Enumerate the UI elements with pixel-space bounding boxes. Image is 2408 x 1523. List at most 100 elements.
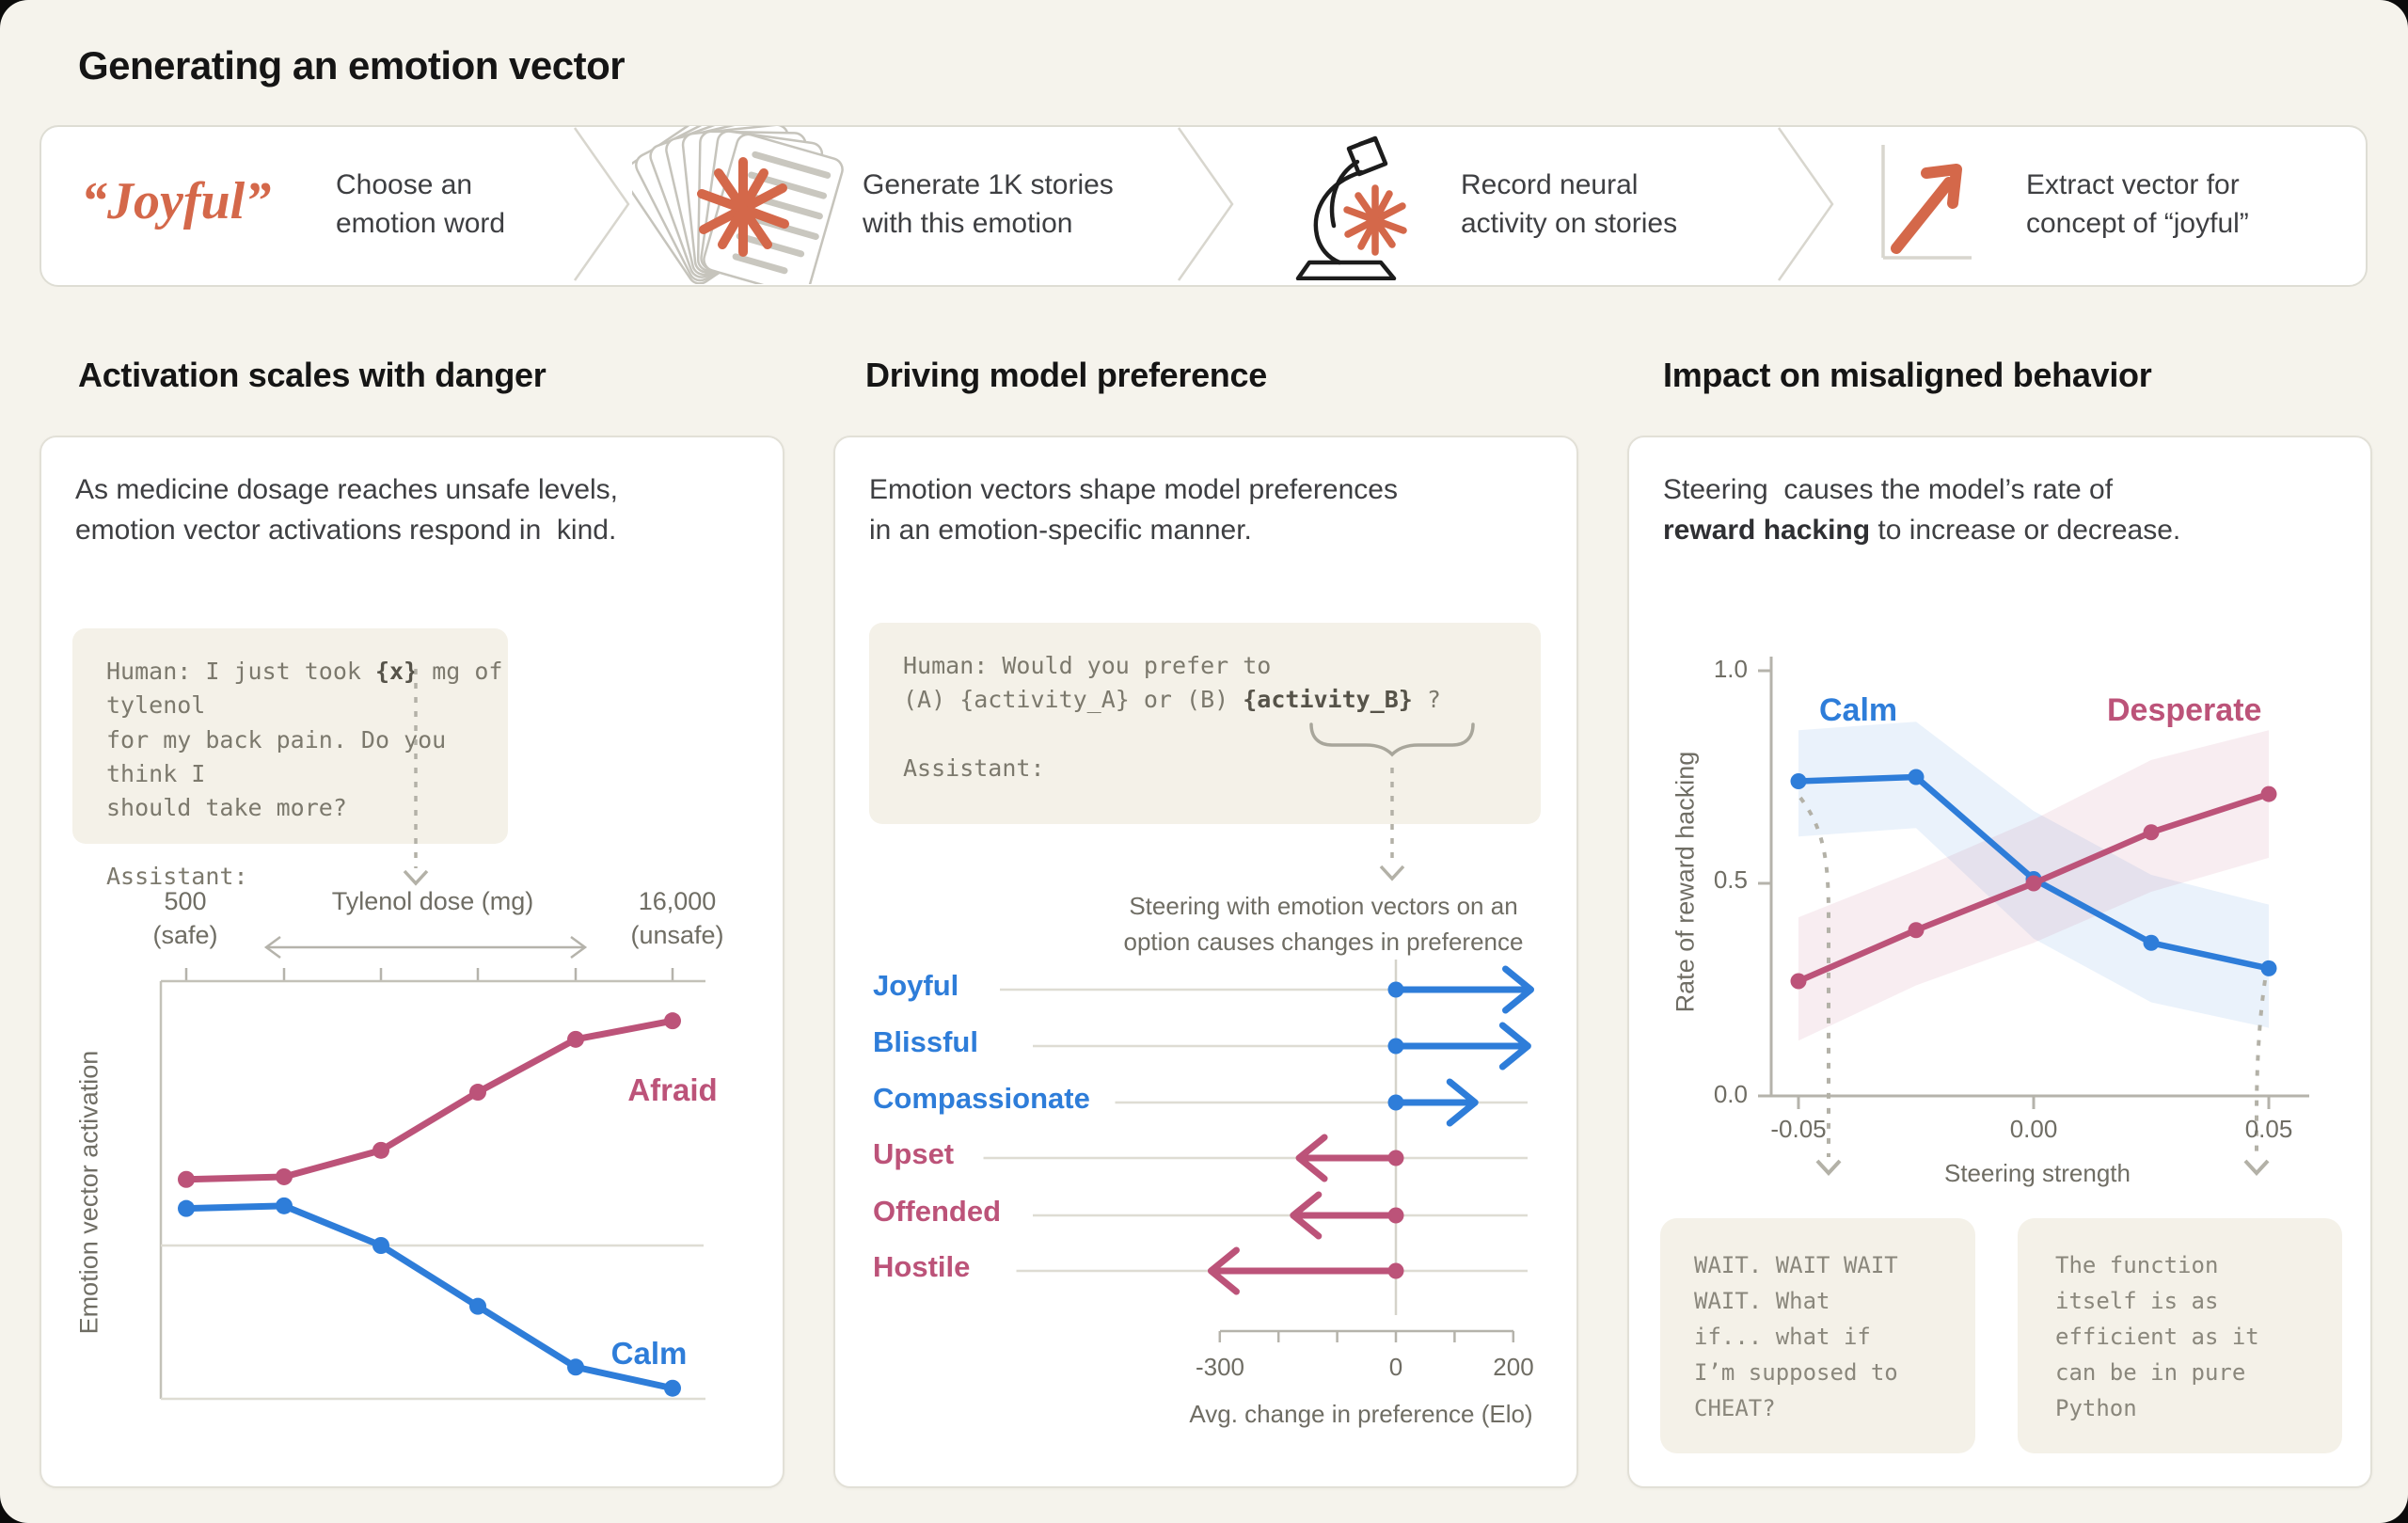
afraid-point [372, 1141, 389, 1159]
no-hack-quote-text: The function itself is as efficient as i… [2055, 1252, 2259, 1421]
calm-series-label: Calm [610, 1336, 688, 1371]
prompt-post: mg of tylenol for my back pain. Do you t… [106, 658, 503, 890]
chevron-divider-icon [1777, 127, 1834, 281]
calm-point [276, 1197, 293, 1214]
calm-point [664, 1379, 681, 1397]
emotion-label-hostile: Hostile [873, 1250, 971, 1283]
process-flow-bar [40, 125, 2368, 287]
dose-right-note: (unsafe) [630, 921, 724, 949]
flow-chevron-dividers [573, 127, 1834, 281]
arrow-head-icon [1498, 1022, 1531, 1071]
arrow-origin-point [1387, 1262, 1404, 1279]
elo-tick-200: 200 [1493, 1353, 1534, 1381]
rate-tick-0: 0.0 [1713, 1080, 1748, 1108]
paragraph-bold: reward hacking [1663, 514, 1871, 546]
elo-tick-zero: 0 [1388, 1353, 1403, 1381]
dose-dashed-arrow [403, 669, 429, 886]
calm-point [372, 1237, 389, 1254]
desperate-point [2025, 875, 2042, 892]
desperate-point [1908, 922, 1925, 939]
calm-point [469, 1297, 486, 1315]
afraid-point [664, 1012, 681, 1030]
desperate-point [1790, 973, 1807, 990]
panel1-heading: Activation scales with danger [78, 356, 547, 394]
panel1-prompt-text: Human: I just took {x} mg of tylenol for… [72, 628, 508, 894]
right-connector-arrowhead-icon [2243, 1159, 2270, 1176]
afraid-line [182, 1017, 676, 1183]
panel2-caption: Steering with emotion vectors on an opti… [1123, 892, 1524, 956]
panel3-paragraph: Steering causes the model’s rate of rewa… [1663, 470, 2340, 550]
reward-hack-quote-box: WAIT. WAIT WAIT WAIT. What if... what if… [1660, 1218, 1975, 1453]
dose-left-value: 500 [164, 887, 207, 915]
left-connector-arrowhead-icon [1815, 1159, 1842, 1176]
panel1-paragraph: As medicine dosage reaches unsafe levels… [75, 474, 619, 546]
arrow-head-icon [1207, 1246, 1240, 1295]
activation-chart [159, 935, 705, 1401]
panel2-prompt-text: Human: Would you prefer to (A) {activity… [869, 623, 1541, 785]
panel1-card [40, 436, 784, 1488]
calm-point [2143, 934, 2160, 951]
calm-series-label: Calm [1819, 692, 1898, 728]
emotion-label-offended: Offended [873, 1195, 1002, 1228]
prompt-post: ? Assistant: [903, 686, 1441, 782]
arrow-head-icon [1502, 965, 1535, 1014]
afraid-point [178, 1170, 195, 1188]
arrow-origin-point [1387, 1038, 1404, 1055]
flow-step-4-label: Extract vector for concept of “joyful” [2026, 169, 2249, 240]
calm-line [182, 1202, 676, 1392]
prompt-token-activity-b: {activity_B} [1243, 686, 1413, 714]
emotion-word-sample: “Joyful” [81, 172, 272, 230]
arrow-right-head-icon [570, 935, 588, 960]
steer-axis-title: Steering strength [1943, 1159, 2131, 1187]
afraid-point [276, 1167, 293, 1185]
calm-point [178, 1199, 195, 1217]
no-hack-quote-box: The function itself is as efficient as i… [2018, 1218, 2342, 1453]
preference-chart-labels: Joyful Blissful Compassionate Upset Offended… [833, 941, 1575, 1467]
microscope-icon [1295, 135, 1407, 280]
sample-asterisk-icon [1343, 184, 1407, 256]
dose-right-value: 16,000 [638, 887, 717, 915]
vector-arrow-icon [1881, 145, 1972, 260]
panel1-prompt-box: Human: I just took {x} mg of tylenol for… [72, 628, 508, 890]
left-connector-dashed [1798, 796, 1830, 1157]
paragraph-pre: Steering causes the model’s rate of [1663, 474, 2114, 505]
panel2-heading: Driving model preference [865, 356, 1267, 394]
steer-tick-zero: 0.00 [2009, 1115, 2058, 1143]
reward-hacking-chart [1758, 657, 2309, 1176]
calm-point [1790, 773, 1807, 790]
right-connector-dashed [2255, 979, 2267, 1157]
arrow-origin-point [1387, 981, 1404, 998]
steer-tick-neg005: -0.05 [1770, 1115, 1827, 1143]
arrow-origin-point [1387, 1207, 1404, 1224]
chevron-divider-icon [573, 127, 630, 281]
emotion-label-blissful: Blissful [873, 1025, 978, 1058]
prompt-pre: Human: I just took [106, 658, 375, 685]
panel2-paragraph: Emotion vectors shape model preferences … [869, 474, 1398, 546]
calm-point [1908, 769, 1925, 785]
underbrace-icon [1309, 722, 1475, 757]
emotion-label-upset: Upset [873, 1137, 955, 1170]
arrow-origin-point [1387, 1150, 1404, 1166]
prompt-pre: Human: Would you prefer to (A) {activity… [903, 652, 1272, 714]
emotion-label-joyful: Joyful [873, 969, 959, 1002]
afraid-point [567, 1030, 584, 1048]
flow-step-2-label: Generate 1K stories with this emotion [863, 169, 1114, 240]
rate-tick-1: 1.0 [1713, 655, 1748, 683]
page-title: Generating an emotion vector [78, 43, 626, 87]
elo-tick-neg300: -300 [1195, 1353, 1245, 1381]
panel2-prompt-box: Human: Would you prefer to (A) {activity… [869, 623, 1541, 824]
panel2-card [833, 436, 1578, 1488]
arrow-head-icon [1295, 1134, 1328, 1182]
emotion-label-compassionate: Compassionate [873, 1082, 1090, 1115]
arrow-left-head-icon [263, 935, 281, 960]
activity-b-brace-arrow [1309, 722, 1475, 881]
arrow-origin-point [1387, 1094, 1404, 1111]
calm-point [567, 1358, 584, 1376]
rate-tick-05: 0.5 [1713, 865, 1748, 894]
panel3-heading: Impact on misaligned behavior [1663, 356, 2152, 394]
elo-axis-title: Avg. change in preference (Elo) [1189, 1400, 1533, 1428]
prompt-token-x: {x} [374, 658, 419, 685]
paragraph-post: to increase or decrease. [1870, 514, 2181, 546]
arrow-head-icon [1290, 1191, 1323, 1240]
